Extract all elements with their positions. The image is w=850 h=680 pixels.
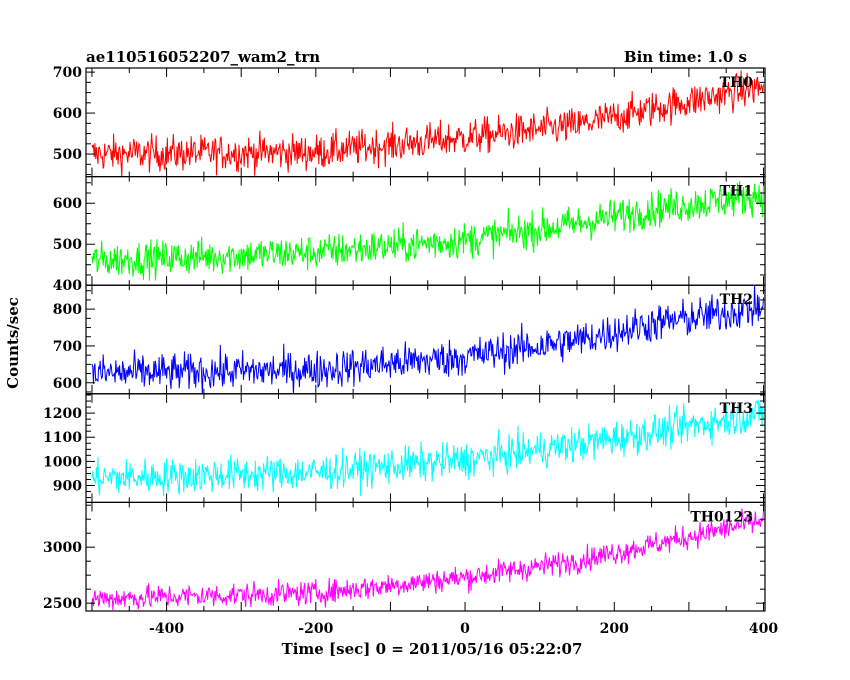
y-tick-label: 600	[53, 196, 82, 212]
panel-frame	[85, 284, 766, 395]
y-tick-label: 1200	[43, 406, 82, 422]
y-tick-label: 800	[53, 302, 82, 318]
panel-th0123: 2500 3000 TH0123	[43, 501, 766, 612]
panel-th2: 600 700 800 TH2	[53, 284, 766, 395]
panel-label-th0123: TH0123	[690, 509, 753, 525]
x-axis-label: Time [sec] 0 = 2011/05/16 05:22:07	[282, 640, 583, 658]
y-tick-label: 900	[53, 479, 82, 495]
series-line-th1	[91, 180, 765, 281]
y-tick-label: 3000	[43, 540, 82, 556]
panel-frame	[85, 176, 766, 286]
panel-frame	[85, 501, 766, 612]
y-tick-label: 600	[53, 106, 82, 122]
y-tick-label: 500	[53, 147, 82, 163]
series-line-th3	[91, 399, 765, 497]
y-tick-label: 500	[53, 237, 82, 253]
y-tick-label: 1000	[43, 454, 82, 470]
y-axis-label: Counts/sec	[4, 297, 22, 389]
y-tick-label: 1100	[43, 430, 82, 446]
y-tick-label: 700	[53, 65, 82, 81]
panel-th3: 900 1000 1100 1200 TH3	[43, 393, 766, 503]
panel-label-th2: TH2	[720, 292, 753, 308]
x-tick-label: -400	[149, 621, 184, 637]
x-tick-label: -200	[298, 621, 333, 637]
panel-label-th0: TH0	[720, 75, 754, 91]
panel-th1: 400 500 600 TH1	[53, 176, 766, 294]
panel-frame	[85, 67, 766, 178]
series-line-th2	[91, 285, 765, 394]
x-tick-label: 0	[460, 621, 470, 637]
x-tick-label: 400	[749, 621, 778, 637]
y-tick-label: 400	[53, 278, 82, 294]
panel-label-th1: TH1	[720, 184, 753, 200]
series-line-th0123	[91, 508, 765, 610]
y-tick-label: 2500	[43, 596, 82, 612]
y-tick-label: 600	[53, 376, 82, 392]
panel-label-th3: TH3	[720, 401, 753, 417]
bin-time-label: Bin time: 1.0 s	[624, 48, 747, 66]
panel-th0: 500 600 700 TH0	[53, 65, 766, 178]
chart-title: ae110516052207_wam2_trn	[86, 48, 320, 66]
y-tick-label: 700	[53, 339, 82, 355]
series-line-th0	[91, 70, 765, 177]
x-tick-label: 200	[600, 621, 629, 637]
panels-group: 500 600 700 TH0 400 500 600 TH1 600 700 800 TH2 900 1…	[43, 65, 778, 637]
